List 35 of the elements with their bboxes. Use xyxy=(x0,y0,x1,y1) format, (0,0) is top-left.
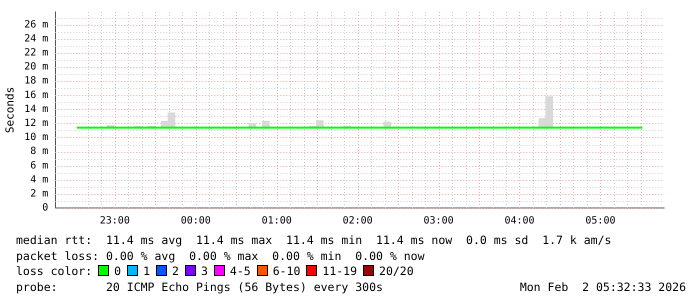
text: packet loss: 0.00 % avg 0.00 % max 0.00 % min 0.00 % now xyxy=(16,248,426,264)
text: loss color: xyxy=(16,264,92,278)
y-tick-label: 16 m xyxy=(24,90,48,101)
y-tick-label: 0 xyxy=(42,202,48,214)
text: Mon Feb 2 05:32:33 2026 xyxy=(520,280,686,295)
y-tick-label: 2 m xyxy=(30,188,48,200)
text: 20/20 xyxy=(379,264,414,278)
text: 11-19 xyxy=(322,264,358,278)
x-tick-label: 04:00 xyxy=(504,216,535,227)
y-tick-label: 10 m xyxy=(24,132,48,144)
y-tick-label: 26 m xyxy=(24,19,48,30)
x-tick-label: 03:00 xyxy=(424,216,454,227)
x-tick-label: 02:00 xyxy=(342,216,373,227)
y-tick-label: 14 m xyxy=(24,104,48,115)
text: 3 xyxy=(200,264,208,278)
y-tick-label: 6 m xyxy=(30,160,48,172)
text: 6-10 xyxy=(272,264,300,278)
y-tick-label: 4 m xyxy=(30,174,48,186)
y-tick-label: 20 m xyxy=(24,62,48,73)
y-tick-label: 22 m xyxy=(24,47,48,58)
x-tick-label: 05:00 xyxy=(585,216,616,227)
text: 1 xyxy=(143,264,150,278)
y-tick-label: 18 m xyxy=(24,76,48,87)
y-axis-title: Seconds xyxy=(3,86,16,134)
y-tick-label: 24 m xyxy=(24,33,48,44)
text: probe: 20 ICMP Echo Pings (56 Bytes) every 300s xyxy=(16,280,383,294)
text: median rtt: 11.4 ms avg 11.4 ms max 11.4 ms min 11.4 ms now 0.0 ms sd 1.7 k am/s xyxy=(16,233,612,248)
x-tick-label: 00:00 xyxy=(180,216,211,227)
y-tick-label: 12 m xyxy=(24,118,48,129)
y-tick-label: 8 m xyxy=(30,146,48,158)
text: 2 xyxy=(172,264,179,278)
x-tick-label: 23:00 xyxy=(100,216,130,227)
x-tick-label: 01:00 xyxy=(262,216,292,227)
text: 0 xyxy=(114,264,122,278)
text: 4-5 xyxy=(230,264,251,278)
